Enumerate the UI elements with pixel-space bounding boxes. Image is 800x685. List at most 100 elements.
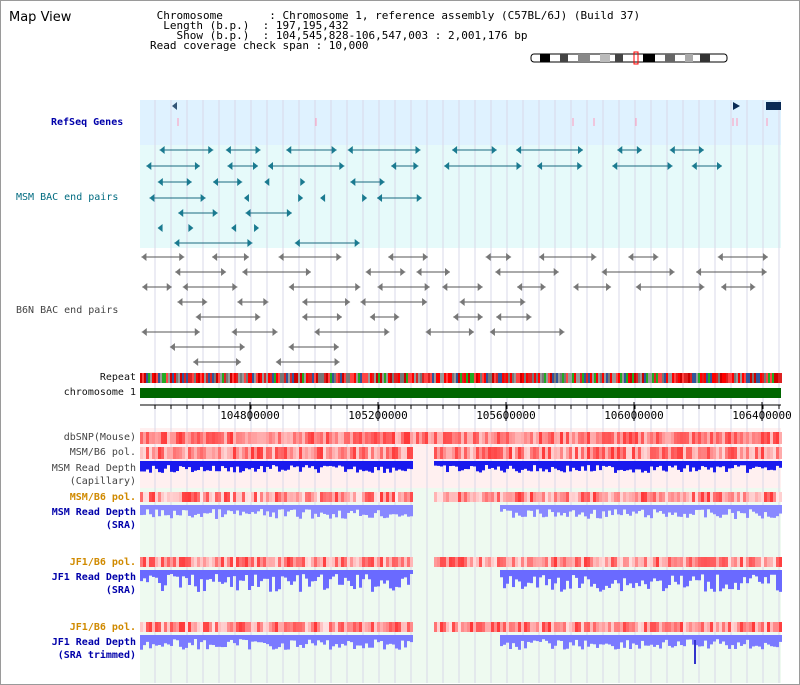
jf1-trim-sublabel: (SRA trimmed): [57, 650, 136, 661]
bac-end-arrow: [698, 146, 704, 154]
bac-end-arrow: [377, 283, 383, 291]
bac-end-arrow: [286, 209, 292, 217]
bac-end-arrow: [667, 162, 673, 170]
bac-end-arrow: [491, 146, 497, 154]
bac-end-arrow: [174, 239, 180, 247]
bac-end-arrow: [254, 224, 260, 232]
msm-depth-cap-sublabel: (Capillary): [69, 476, 136, 487]
polymorphism-and-depth-tracks[interactable]: [140, 432, 782, 664]
bac-end-arrow: [573, 283, 579, 291]
axis-tick-label: 105600000: [476, 409, 536, 422]
bac-end-arrow: [288, 343, 294, 351]
bac-end-arrow: [242, 268, 248, 276]
bac-end-arrow: [445, 268, 451, 276]
bac-end-arrow: [334, 358, 340, 366]
bac-end-arrow: [384, 328, 390, 336]
bac-end-arrow: [345, 298, 351, 306]
bac-end-arrow: [350, 178, 356, 186]
bac-end-arrow: [243, 253, 249, 261]
bac-end-arrow: [347, 146, 353, 154]
bac-end-arrow: [255, 146, 261, 154]
bac-end-arrow: [459, 298, 465, 306]
bac-end-arrow: [175, 268, 181, 276]
bac-end-arrow: [489, 328, 495, 336]
bac-end-arrow: [231, 328, 237, 336]
bac-end-arrow: [717, 253, 723, 261]
bac-end-arrow: [300, 178, 306, 186]
bac-end-arrow: [495, 268, 501, 276]
bac-end-arrow: [166, 283, 172, 291]
bac-end-arrow: [236, 358, 242, 366]
jf1-trim-label: JF1 Read Depth: [51, 637, 136, 648]
bac-end-arrow: [591, 253, 597, 261]
bac-end-arrow: [245, 209, 251, 217]
b6n-bac-track-bg: [140, 248, 781, 368]
bac-end-arrow: [231, 224, 237, 232]
bac-end-arrow: [485, 253, 491, 261]
bac-end-arrow: [362, 194, 368, 202]
bac-end-arrow: [477, 313, 483, 321]
bac-end-arrow: [212, 253, 218, 261]
bac-end-arrow: [379, 178, 385, 186]
bac-end-arrow: [182, 283, 188, 291]
bac-end-arrow: [286, 146, 292, 154]
bac-end-arrow: [691, 162, 697, 170]
bac-end-arrow: [750, 283, 756, 291]
msm-depth-sra-label: MSM Read Depth: [51, 507, 136, 518]
bac-end-arrow: [202, 298, 208, 306]
bac-end-arrow: [468, 328, 474, 336]
bac-end-arrow: [212, 209, 218, 217]
b6n-bac-end-pairs-track[interactable]: [141, 253, 768, 366]
bac-end-arrow: [653, 253, 659, 261]
jf1b6-pol-label: JF1/B6 pol.: [69, 557, 136, 568]
bac-end-arrow: [264, 178, 270, 186]
bac-end-arrow: [157, 178, 163, 186]
bac-end-arrow: [577, 162, 583, 170]
bac-end-arrow: [506, 253, 512, 261]
bac-end-arrow: [339, 162, 345, 170]
bac-end-arrow: [336, 313, 342, 321]
position-axis: 104800000 105200000 105600000 106000000 1064…: [140, 402, 792, 422]
bac-end-arrow: [253, 162, 259, 170]
bac-end-arrow: [268, 162, 274, 170]
bac-end-arrow: [520, 298, 526, 306]
bac-end-arrow: [636, 146, 642, 154]
info-show: Show (b.p.) : 104,545,828-106,547,003 : …: [150, 29, 528, 42]
bac-end-arrow: [539, 253, 545, 261]
bac-end-arrow: [452, 146, 458, 154]
bac-end-arrow: [288, 283, 294, 291]
bac-end-arrow: [360, 298, 366, 306]
bac-end-arrow: [227, 162, 233, 170]
bac-end-arrow: [526, 313, 532, 321]
chromosome-label: chromosome 1: [63, 387, 136, 398]
b6n-bac-label: B6N BAC end pairs: [16, 305, 119, 316]
bac-end-arrow: [422, 298, 428, 306]
bac-end-arrow: [762, 253, 768, 261]
bac-end-arrow: [365, 268, 371, 276]
info-coverage-span: Read coverage check span : 10,000: [150, 39, 369, 52]
bac-end-arrow: [302, 298, 308, 306]
bac-end-arrow: [186, 178, 192, 186]
gene-block: [766, 102, 781, 110]
jf1-depth-label: JF1 Read Depth: [51, 572, 136, 583]
bac-end-arrow: [496, 313, 502, 321]
gene-arrow: [172, 102, 177, 110]
bac-end-arrow: [413, 162, 419, 170]
bac-end-arrow: [628, 253, 634, 261]
gene-arrow: [733, 102, 740, 110]
msmb6-pol-sra-label: MSM/B6 pol.: [69, 492, 136, 503]
bac-end-arrow: [200, 194, 206, 202]
bac-end-arrow: [444, 162, 450, 170]
bac-end-arrow: [400, 268, 406, 276]
refseq-genes-track[interactable]: [172, 102, 781, 126]
bac-end-arrow: [612, 162, 618, 170]
repeat-track[interactable]: [140, 373, 782, 383]
bac-end-arrow: [146, 162, 152, 170]
bac-end-arrow: [177, 298, 183, 306]
bac-end-arrow: [141, 253, 147, 261]
msm-bac-end-pairs-track[interactable]: [146, 146, 723, 247]
bac-end-arrow: [302, 313, 308, 321]
chromosome-ideogram: [530, 51, 728, 65]
bac-end-arrow: [601, 268, 607, 276]
msmb6-pol-label: MSM/B6 pol.: [69, 447, 136, 458]
